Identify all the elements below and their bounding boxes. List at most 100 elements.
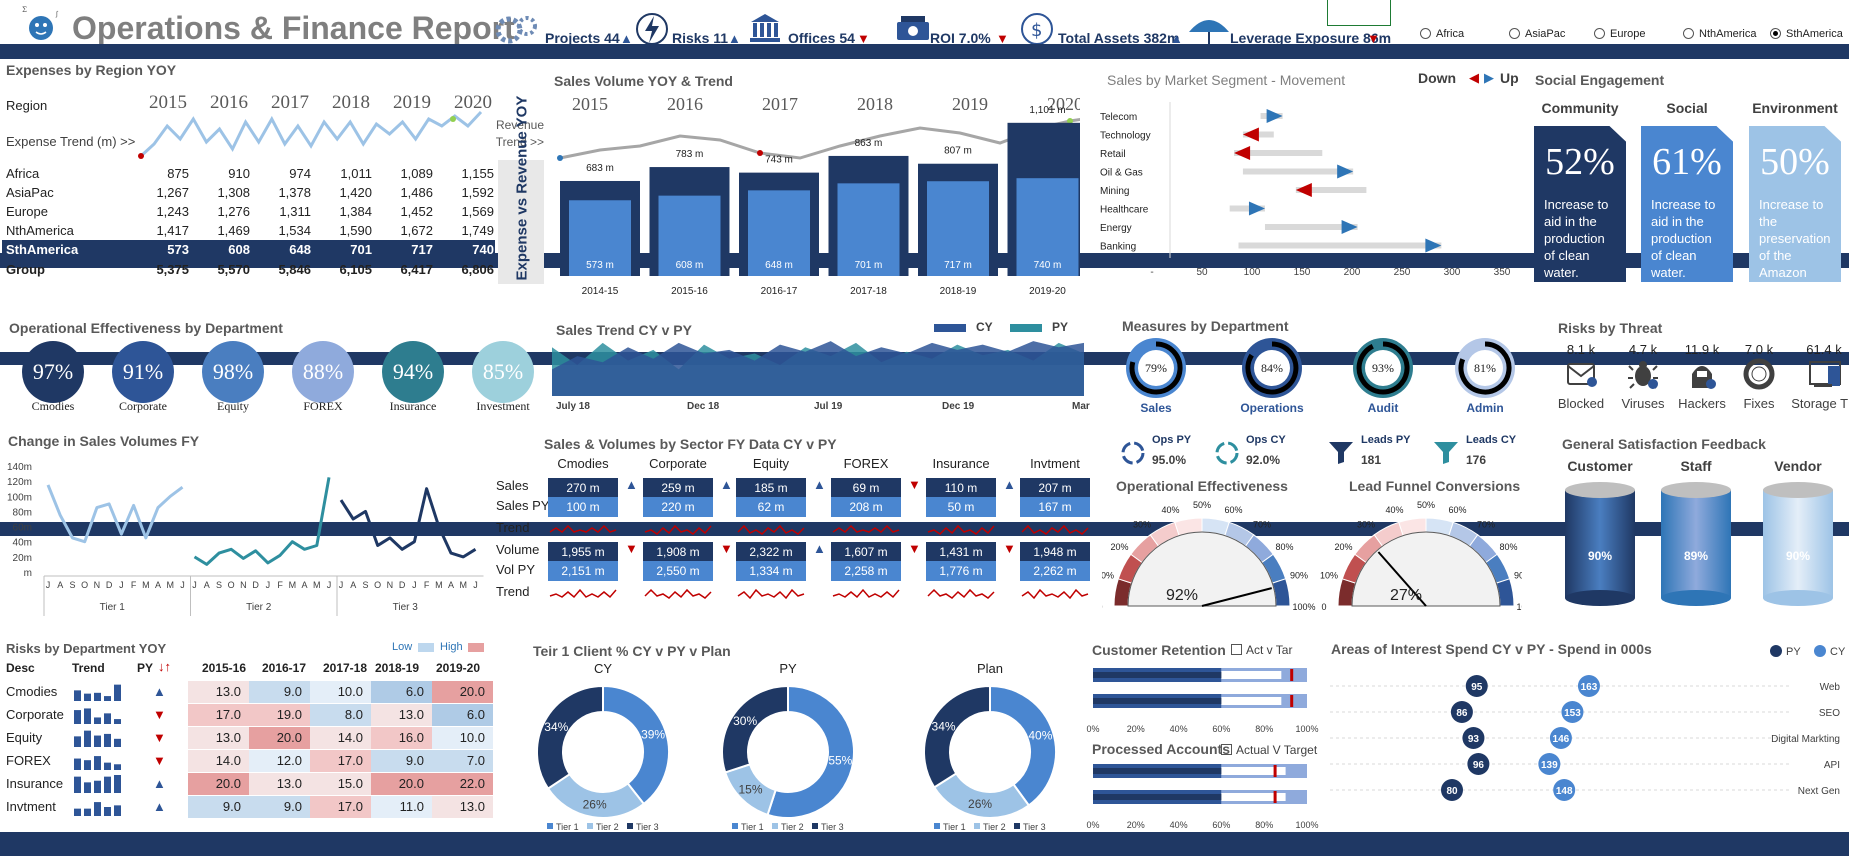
sector-row-label: Sales PY xyxy=(496,498,550,513)
expense-trend-line xyxy=(139,110,483,158)
threat-name: Fixes xyxy=(1743,396,1775,411)
bullet-actual xyxy=(1093,768,1267,774)
down-arrow-icon: ▼ xyxy=(153,753,166,768)
py-legend: PY xyxy=(1786,646,1801,658)
bullet-actual xyxy=(1093,698,1263,704)
measure-ring: 79% xyxy=(1126,338,1186,398)
expense-bar xyxy=(927,181,989,276)
segment-name: Telecom xyxy=(1100,112,1137,123)
threat-name: Hackers xyxy=(1678,396,1726,411)
expense-value: 1,417 xyxy=(156,223,189,238)
gauge-tick: 70% xyxy=(1253,519,1271,529)
trend-mini-bars xyxy=(74,730,121,747)
bullet-actual xyxy=(1093,672,1263,678)
vol-py-cell: 2,262 m xyxy=(1020,561,1090,581)
cy-dot xyxy=(1561,701,1584,723)
heatmap-cell: 13.0 xyxy=(188,681,249,703)
y-tick: 100m xyxy=(7,492,32,503)
bullet-tick: 40% xyxy=(1170,724,1188,734)
processed-checkbox[interactable]: Actual V Target xyxy=(1221,743,1317,757)
tier-client-title: Teir 1 Client % CY v PY v Plan xyxy=(533,643,731,659)
month-tick: N xyxy=(94,580,101,590)
trend-start-marker xyxy=(557,155,563,161)
segment-name: Mining xyxy=(1100,186,1129,197)
ring-hole xyxy=(1467,350,1503,386)
gauge-face xyxy=(1351,531,1501,607)
donut-name: PY xyxy=(779,661,797,676)
expense-value: 974 xyxy=(289,166,311,181)
donut-label: 26% xyxy=(583,797,607,811)
radio-africa[interactable]: Africa xyxy=(1420,28,1464,40)
gauge-tick: 100% xyxy=(1516,602,1522,612)
expense-value: 1,590 xyxy=(339,223,372,238)
social-card-head: Community xyxy=(1541,100,1619,116)
sector-row-label: Trend xyxy=(496,520,530,535)
vol-py-cell: 2,151 m xyxy=(548,561,618,581)
op-eff-label: Cmodies xyxy=(31,399,75,413)
retention-checkbox[interactable]: Act v Tar xyxy=(1231,643,1292,657)
heatmap-cell: 7.0 xyxy=(432,750,493,772)
sector-name: Invtment xyxy=(1030,456,1080,471)
bullet-tick: 80% xyxy=(1255,820,1273,830)
heatmap-cell: 17.0 xyxy=(310,750,371,772)
period-label: 2016-17 xyxy=(761,286,798,297)
year-header: 2015 xyxy=(149,92,187,113)
donut-label: 15% xyxy=(739,782,763,796)
sparkline-path xyxy=(549,588,617,599)
ops-kpi-value: 181 xyxy=(1361,453,1382,467)
tier-donuts: CY 39% 26% 34% Tier 1 Tier 2 Tier 3 PY 55% 15% 30%… xyxy=(536,661,1057,832)
ring-pct: 79% xyxy=(1145,361,1167,375)
volume-cell: 1,607 m xyxy=(831,542,901,562)
sales-py-cell: 62 m xyxy=(736,497,806,517)
radio-europe[interactable]: Europe xyxy=(1594,28,1645,40)
svg-text:∫: ∫ xyxy=(55,11,59,18)
trend-max-marker xyxy=(450,116,456,122)
segment-up-arrow xyxy=(1248,201,1265,216)
bug-icon xyxy=(1627,358,1661,397)
risks-threat-title: Risks by Threat xyxy=(1558,320,1663,336)
volume-cell: 1,431 m xyxy=(926,542,996,562)
mini-bar xyxy=(74,736,81,747)
month-tick: N xyxy=(387,580,394,590)
radio-sthamerica[interactable]: SthAmerica xyxy=(1770,28,1843,40)
svg-text:Σ: Σ xyxy=(22,6,27,14)
trend-sparkline xyxy=(549,588,617,599)
mini-bar xyxy=(84,730,91,747)
heatmap-cell: 9.0 xyxy=(188,796,249,818)
expense-value: 6,806 xyxy=(461,262,494,277)
tier-line xyxy=(339,487,477,559)
py-legend-dot xyxy=(1770,645,1782,657)
kpi-label: Risks 11 xyxy=(672,30,729,46)
gauge-tick: 100% xyxy=(1292,602,1315,612)
trend-sparkline xyxy=(1021,588,1089,600)
radio-asiapac[interactable]: AsiaPac xyxy=(1509,28,1565,40)
down-arrow-icon: ▼ xyxy=(153,730,166,745)
sales-trend-area-chart: July 18 Dec 18 Jul 19 Dec 19 Mar 20 xyxy=(552,341,1092,412)
month-tick: A xyxy=(448,580,454,590)
month-tick: J xyxy=(412,580,417,590)
trend-mini-bars xyxy=(74,684,121,701)
gauge-tick: 50% xyxy=(1417,500,1435,510)
radio-nthamerica[interactable]: NthAmerica xyxy=(1683,28,1756,40)
ring-arc xyxy=(1129,341,1183,395)
high-swatch xyxy=(468,643,484,652)
segment-tick: 50 xyxy=(1196,267,1208,278)
checkbox-icon xyxy=(1221,744,1232,755)
radio-label: SthAmerica xyxy=(1786,28,1843,40)
legend-label: Tier 2 xyxy=(596,822,619,832)
radio-label: Europe xyxy=(1610,28,1646,40)
month-label: Dec 18 xyxy=(687,401,720,412)
heatmap-row-name: FOREX xyxy=(6,753,51,768)
segment-up-arrow xyxy=(1425,238,1442,253)
py-legend: PY xyxy=(1052,320,1069,334)
gauge-tick: 10% xyxy=(1320,570,1338,580)
segment-tick: 350 xyxy=(1494,267,1510,278)
mini-bar xyxy=(84,808,91,816)
up-arrow-icon: ▲ xyxy=(1003,477,1016,492)
radio-label: Africa xyxy=(1436,28,1465,40)
bullet-tick: 80% xyxy=(1255,724,1273,734)
cylinder-base xyxy=(1565,590,1635,606)
year-header: 2016 xyxy=(210,92,248,113)
mini-bar xyxy=(74,710,81,724)
gauge-tick: 80% xyxy=(1276,542,1294,552)
